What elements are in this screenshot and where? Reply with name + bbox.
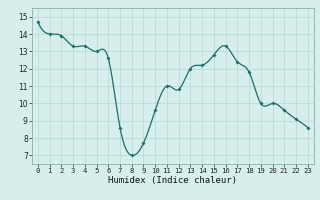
X-axis label: Humidex (Indice chaleur): Humidex (Indice chaleur) [108,176,237,185]
